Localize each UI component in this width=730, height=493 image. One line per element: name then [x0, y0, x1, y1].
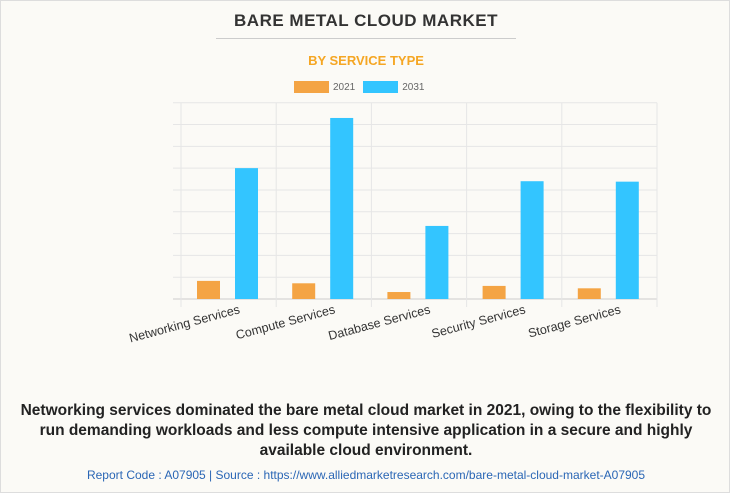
- bar-2031-4: [615, 181, 639, 299]
- report-source-footer[interactable]: Report Code : A07905 | Source : https://…: [86, 468, 646, 482]
- bar-2021-0: [197, 280, 220, 299]
- legend-label-2021: 2021: [333, 81, 356, 93]
- bar-2021-3: [482, 285, 506, 299]
- bar-2021-1: [292, 283, 316, 299]
- x-tick-label: Networking Services: [128, 302, 242, 345]
- legend-swatch-2031: [363, 81, 399, 93]
- bar-2031-2: [425, 225, 449, 299]
- bar-2021-2: [387, 292, 411, 299]
- x-tick-label: Compute Services: [234, 302, 336, 342]
- chart-title: BARE METAL CLOUD MARKET: [234, 11, 498, 30]
- title-divider: [216, 38, 516, 39]
- bar-2031-0: [235, 168, 258, 299]
- legend-swatch-2021: [294, 81, 329, 93]
- legend-label-2031: 2031: [402, 81, 425, 93]
- bar-2031-3: [520, 181, 544, 299]
- legend: 2021 2031: [294, 81, 425, 93]
- x-tick-label: Security Services: [430, 302, 527, 341]
- chart-caption: Networking services dominated the bare m…: [20, 402, 712, 459]
- x-tick-label: Database Services: [327, 302, 432, 343]
- bar-2021-4: [577, 288, 601, 299]
- x-tick-label: Storage Services: [527, 302, 623, 340]
- chart-subtitle: BY SERVICE TYPE: [308, 53, 424, 68]
- bar-2031-1: [330, 117, 354, 300]
